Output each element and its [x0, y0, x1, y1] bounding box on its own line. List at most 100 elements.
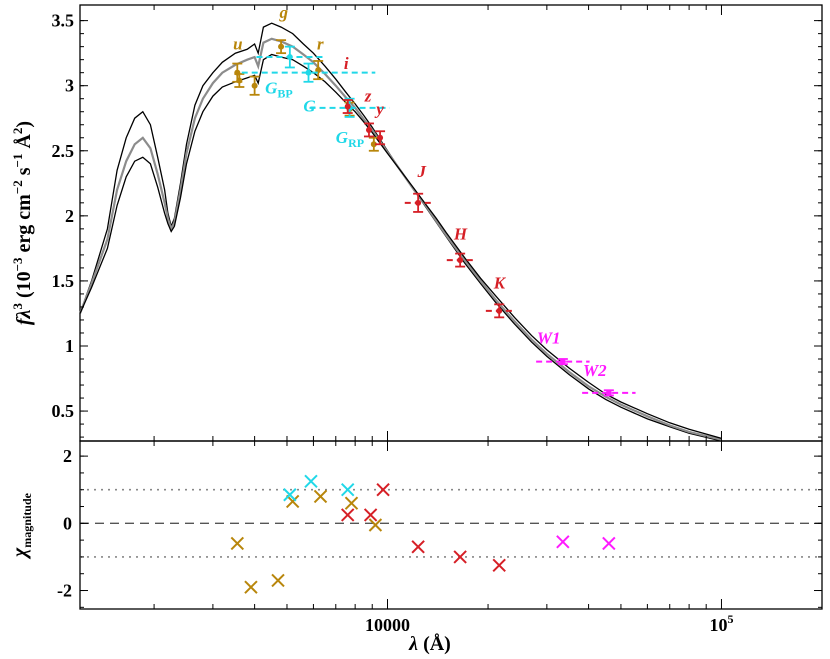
residual-marker	[313, 489, 328, 504]
residual-marker	[341, 483, 355, 497]
photometry-marker	[305, 69, 312, 76]
photometry-marker	[370, 141, 377, 148]
top-panel-frame	[79, 4, 823, 442]
ylabel-A: Å	[12, 134, 35, 154]
residual-marker-stroke	[230, 536, 245, 551]
ylabel-exp3: −1	[10, 154, 25, 168]
top-y-axis-label: fλ3 (10−3 erg cm−2 s−1 Å2)	[10, 121, 35, 325]
photometry-point	[249, 75, 260, 96]
photometry-point	[368, 136, 379, 152]
band-label: g	[279, 3, 289, 22]
photometry-point	[446, 252, 474, 268]
x-tick-label: 105	[709, 612, 733, 635]
xlabel-lambda: λ	[408, 633, 418, 655]
residual-marker-stroke	[271, 573, 285, 588]
photometry-marker	[457, 257, 464, 264]
x-tick-label-exp: 5	[727, 612, 733, 626]
model-spectrum-1	[79, 22, 722, 442]
residual-marker-stroke	[368, 518, 383, 532]
y-tick-label: -2	[57, 581, 72, 601]
photometry-marker	[365, 126, 372, 133]
residual-points	[230, 474, 616, 594]
band-label: GRP	[336, 128, 364, 150]
residual-marker-stroke	[285, 494, 300, 509]
photometry-point	[256, 45, 324, 69]
residual-marker	[344, 496, 359, 510]
residual-marker-stroke	[341, 508, 355, 522]
band-label: G	[303, 97, 316, 116]
band-label: J	[417, 162, 427, 181]
residual-marker-stroke	[411, 540, 425, 554]
ylabel-close: )	[13, 121, 35, 128]
band-label: W2	[583, 361, 607, 380]
ylabel-exp2: −2	[10, 180, 25, 194]
residual-marker-stroke	[492, 558, 506, 573]
bottom-panel: 2 0 -2 10000 105 χmagnitude λ (Å)	[9, 440, 823, 655]
photometry-marker	[605, 389, 612, 396]
photometry-point	[313, 60, 324, 81]
band-label-text: r	[317, 34, 324, 53]
y-tick-label: 0.5	[52, 401, 75, 421]
residual-marker	[368, 518, 383, 532]
residual-marker	[304, 474, 318, 489]
x-ticks: 10000 105	[153, 441, 823, 635]
band-label-text: y	[374, 99, 384, 118]
residual-marker	[492, 558, 506, 573]
residual-marker	[411, 540, 425, 554]
photometry-marker	[559, 358, 566, 365]
photometry-marker	[278, 43, 285, 50]
band-label-text: z	[364, 86, 372, 105]
ylabel-exp: −3	[10, 257, 25, 271]
band-label: H	[453, 224, 468, 243]
top-y-ticks: 0.5 1 1.5 2 2.5 3 3.5	[52, 11, 822, 438]
band-label-text: i	[344, 54, 349, 73]
y-tick-label: 1.5	[52, 271, 75, 291]
ylabel-chi: χ	[9, 547, 31, 560]
photometry-marker	[236, 77, 243, 84]
residual-marker	[271, 573, 285, 588]
residual-marker-stroke	[344, 496, 359, 510]
photometry-points	[232, 39, 636, 397]
residual-marker	[283, 488, 297, 502]
ylabel-units: erg cm	[13, 194, 35, 258]
band-label: u	[233, 34, 242, 53]
band-label-text: W1	[537, 328, 561, 347]
residual-marker	[453, 550, 467, 564]
ylabel-sup3: 3	[10, 303, 25, 310]
residual-marker-stroke	[602, 536, 616, 551]
residual-marker	[376, 483, 390, 497]
band-label-text: u	[233, 34, 242, 53]
top-x-ticks	[153, 5, 823, 441]
residual-marker	[556, 535, 570, 549]
photometry-marker	[415, 199, 422, 206]
y-tick-label: 2	[63, 446, 72, 466]
x-tick-label-base: 10000	[365, 615, 410, 635]
residual-marker-stroke	[304, 474, 318, 489]
band-label: r	[317, 34, 324, 53]
y-tick-label: 3	[65, 76, 74, 96]
x-tick-label: 10000	[365, 615, 410, 635]
y-tick-label: 2	[65, 206, 74, 226]
photometry-marker	[251, 82, 258, 89]
band-label-text: g	[279, 3, 289, 22]
model-spectrum-3	[79, 53, 722, 440]
residual-marker-stroke	[363, 508, 378, 522]
ylabel-open: (10	[13, 271, 35, 303]
bottom-y-axis-label: χmagnitude	[9, 492, 34, 560]
band-label: W1	[537, 328, 561, 347]
model-spectrum-2	[78, 37, 722, 441]
photometry-point	[375, 130, 386, 146]
photometry-point	[582, 389, 636, 397]
photometry-marker	[315, 67, 322, 74]
residual-marker-stroke	[283, 488, 297, 502]
residual-marker-stroke	[244, 580, 258, 594]
photometry-point	[536, 358, 590, 366]
model-spectra	[78, 22, 722, 442]
residual-marker	[363, 508, 378, 522]
band-label: i	[344, 54, 349, 73]
ylabel-exp4: 2	[10, 128, 25, 135]
y-tick-label: 3.5	[52, 11, 75, 31]
